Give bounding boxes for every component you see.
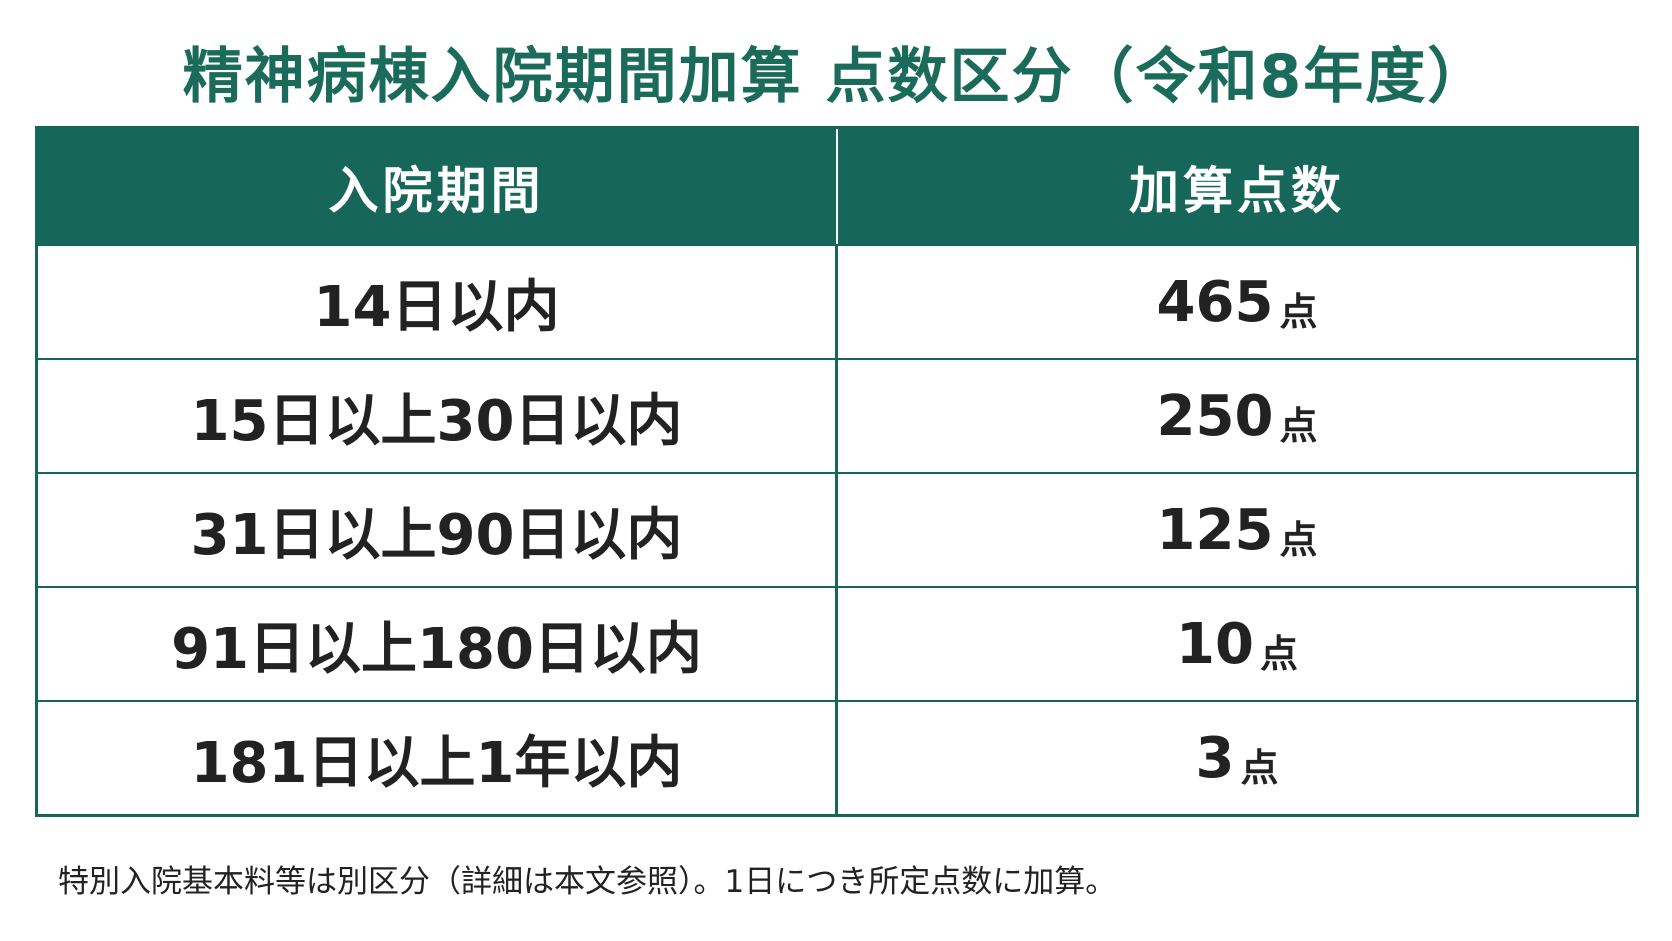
period-cell: 15日以上30日以内: [190, 388, 683, 454]
points-cell: 250 点: [838, 360, 1636, 472]
points-cell: 125 点: [838, 474, 1636, 586]
points-unit: 点: [1259, 631, 1298, 676]
table: 入院期間 加算点数 14日以内 465 点 15日以上30日以内 250 点 31日以上90…: [35, 126, 1639, 817]
points-value: 125: [1156, 497, 1274, 563]
footnote: 特別入院基本料等は別区分（詳細は本文参照）。1日につき所定点数に加算。: [58, 864, 1117, 900]
table-row: 15日以上30日以内 250 点: [38, 358, 1636, 472]
points-value: 10: [1176, 611, 1254, 677]
points-value: 465: [1156, 269, 1274, 335]
column-divider: [835, 129, 838, 814]
points-unit: 点: [1279, 517, 1318, 562]
header-divider: [836, 129, 838, 244]
table-row: 181日以上1年以内 3 点: [38, 700, 1636, 814]
column-header: 入院期間: [38, 129, 835, 244]
period-cell: 31日以上90日以内: [190, 502, 683, 568]
points-cell: 465 点: [838, 246, 1636, 358]
points-value: 3: [1195, 725, 1235, 791]
points-unit: 点: [1279, 289, 1318, 334]
table-row: 91日以上180日以内 10 点: [38, 586, 1636, 700]
period-cell: 14日以内: [313, 274, 560, 340]
points-cell: 10 点: [838, 588, 1636, 700]
points-unit: 点: [1279, 403, 1318, 448]
table-row: 31日以上90日以内 125 点: [38, 472, 1636, 586]
points-value: 250: [1156, 383, 1274, 449]
period-cell: 91日以上180日以内: [171, 616, 702, 682]
column-header: 加算点数: [838, 129, 1636, 244]
points-unit: 点: [1240, 745, 1279, 790]
title: 精神病棟入院期間加算 点数区分（令和8年度）: [182, 42, 1490, 112]
table-row: 14日以内 465 点: [38, 244, 1636, 358]
period-cell: 181日以上1年以内: [190, 730, 683, 796]
